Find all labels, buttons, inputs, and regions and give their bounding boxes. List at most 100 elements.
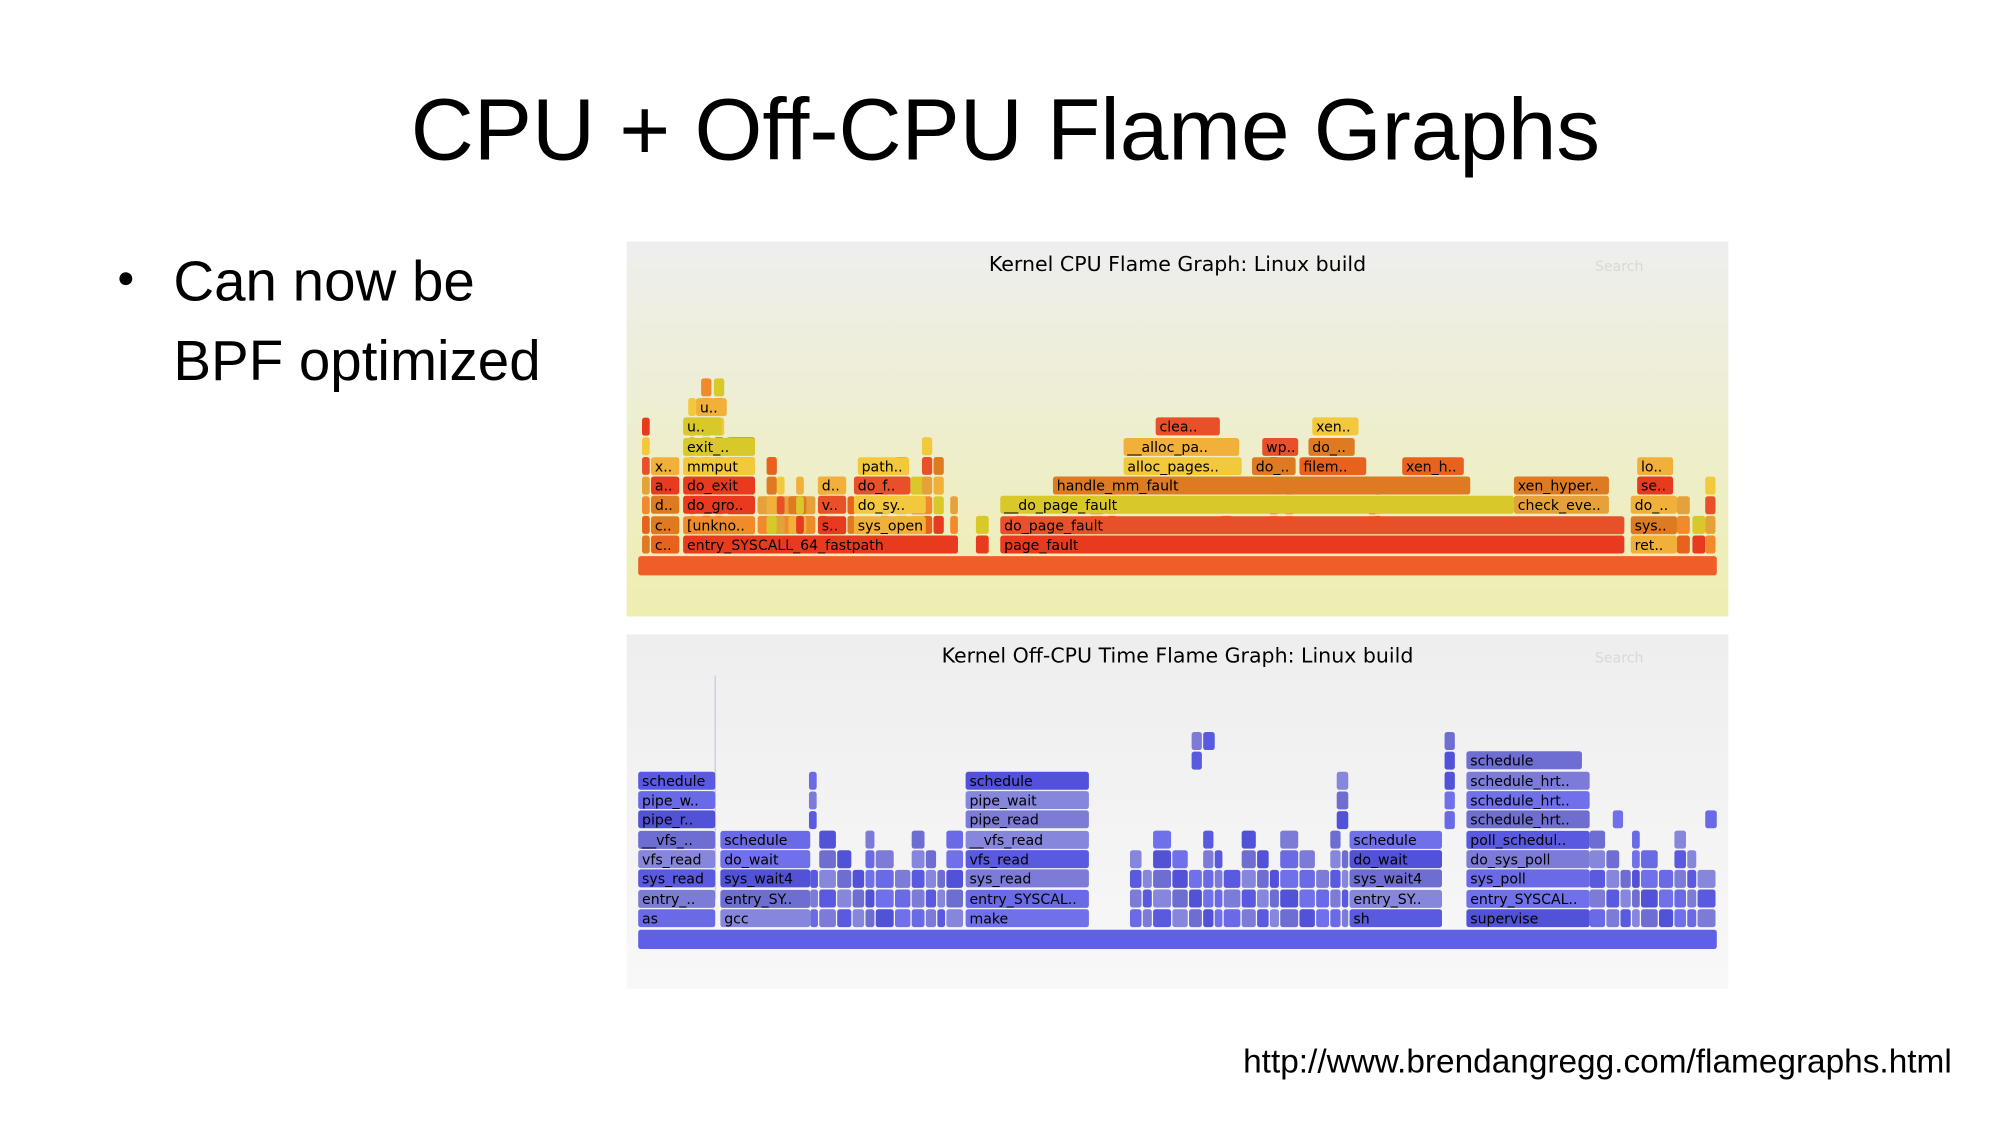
frame-label: do_wait bbox=[724, 852, 779, 868]
frame bbox=[1589, 889, 1606, 908]
frame bbox=[638, 909, 716, 928]
cpu-flame: c.. entry_SYSCALL_64_fastpath page_fault re… bbox=[638, 378, 1717, 576]
frame bbox=[1000, 516, 1625, 535]
frame bbox=[1697, 869, 1716, 888]
root-frame bbox=[638, 556, 1717, 576]
frame bbox=[1589, 869, 1606, 888]
frame-label: do_.. bbox=[1635, 498, 1669, 514]
frame-label: gcc bbox=[724, 911, 748, 927]
frame bbox=[720, 869, 811, 888]
frame bbox=[1330, 869, 1341, 888]
frame-label: sys.. bbox=[1635, 519, 1667, 535]
frame bbox=[1692, 515, 1706, 534]
frame bbox=[965, 791, 1089, 810]
frame bbox=[946, 889, 964, 908]
frame bbox=[796, 496, 804, 515]
frame bbox=[1612, 810, 1624, 829]
frame bbox=[1349, 830, 1443, 849]
frame bbox=[638, 850, 716, 869]
frame-label: do_sy.. bbox=[858, 498, 905, 514]
frame bbox=[1687, 909, 1697, 928]
url: http://www.brendangregg.com/flamegraphs.… bbox=[1243, 1043, 1952, 1080]
frame bbox=[894, 869, 911, 888]
frame bbox=[651, 535, 680, 554]
frame bbox=[911, 869, 925, 888]
frame bbox=[1172, 850, 1188, 869]
frame bbox=[1123, 457, 1242, 476]
frame bbox=[1641, 889, 1658, 908]
frame bbox=[1589, 909, 1606, 928]
frame-label: do_.. bbox=[1312, 440, 1346, 456]
frame bbox=[921, 437, 933, 456]
frame bbox=[1349, 869, 1443, 888]
frame bbox=[875, 889, 894, 908]
offcpu-title: Kernel Off-CPU Time Flame Graph: Linux b… bbox=[942, 644, 1414, 668]
frame bbox=[642, 417, 650, 436]
frame bbox=[1191, 731, 1202, 750]
frame bbox=[933, 456, 944, 475]
frame-label: se.. bbox=[1641, 479, 1666, 495]
frame bbox=[1676, 535, 1690, 554]
frame bbox=[937, 869, 946, 888]
frame bbox=[1129, 850, 1142, 869]
frame-label: schedule bbox=[1470, 754, 1533, 770]
frame bbox=[720, 830, 811, 849]
frame bbox=[1280, 909, 1299, 928]
frame-label: filem.. bbox=[1303, 459, 1347, 475]
bullet-line: BPF optimized bbox=[173, 329, 540, 392]
frame bbox=[1129, 869, 1142, 888]
frame-label: entry_SYSCAL.. bbox=[969, 892, 1076, 908]
frame-label: x.. bbox=[655, 459, 672, 475]
frame bbox=[683, 457, 756, 476]
frame-label: supervise bbox=[1470, 911, 1538, 927]
frame bbox=[720, 909, 811, 928]
frame bbox=[1203, 909, 1214, 928]
frame-label: do_.. bbox=[1256, 459, 1290, 475]
frame bbox=[1330, 889, 1341, 908]
frame-label: lo.. bbox=[1641, 459, 1662, 475]
frame bbox=[1172, 889, 1188, 908]
frame bbox=[1312, 417, 1359, 436]
frame bbox=[683, 437, 756, 456]
frame bbox=[1637, 476, 1674, 495]
frame bbox=[937, 909, 946, 928]
search[interactable]: Search bbox=[1595, 651, 1643, 667]
frame bbox=[1632, 869, 1640, 888]
frame bbox=[1589, 830, 1606, 849]
frame bbox=[946, 830, 964, 849]
frame bbox=[965, 869, 1089, 888]
frame bbox=[796, 515, 804, 534]
frame bbox=[1674, 869, 1686, 888]
frame bbox=[1269, 869, 1279, 888]
search[interactable]: Search bbox=[1595, 259, 1643, 275]
frame-label: poll_schedul.. bbox=[1470, 833, 1566, 849]
frame bbox=[1466, 850, 1590, 869]
frame bbox=[1123, 437, 1240, 456]
frame bbox=[642, 535, 650, 554]
frame-label: check_eve.. bbox=[1518, 498, 1601, 514]
frame bbox=[837, 850, 852, 869]
bullet-line: Can now be bbox=[173, 250, 474, 313]
frame bbox=[1632, 850, 1640, 869]
frame bbox=[1142, 909, 1152, 928]
frame bbox=[1172, 909, 1188, 928]
frame-label: schedule_hrt.. bbox=[1470, 793, 1570, 809]
frame bbox=[1341, 850, 1349, 869]
frame bbox=[1687, 850, 1697, 869]
frame bbox=[1705, 476, 1716, 495]
frame bbox=[1129, 889, 1142, 908]
frame bbox=[1189, 889, 1202, 908]
frame-label: xen_hyper.. bbox=[1518, 479, 1599, 495]
frame-label: alloc_pages.. bbox=[1127, 459, 1219, 475]
frame bbox=[1349, 889, 1443, 908]
frame bbox=[911, 889, 925, 908]
frame-label: mmput bbox=[687, 459, 738, 475]
frame bbox=[1687, 869, 1697, 888]
frame bbox=[1466, 869, 1590, 888]
frame-label: schedule bbox=[1353, 833, 1416, 849]
frame-label: __alloc_pa.. bbox=[1126, 440, 1208, 456]
frame-label: u.. bbox=[700, 400, 718, 416]
frame bbox=[865, 850, 875, 869]
frame bbox=[1341, 869, 1349, 888]
